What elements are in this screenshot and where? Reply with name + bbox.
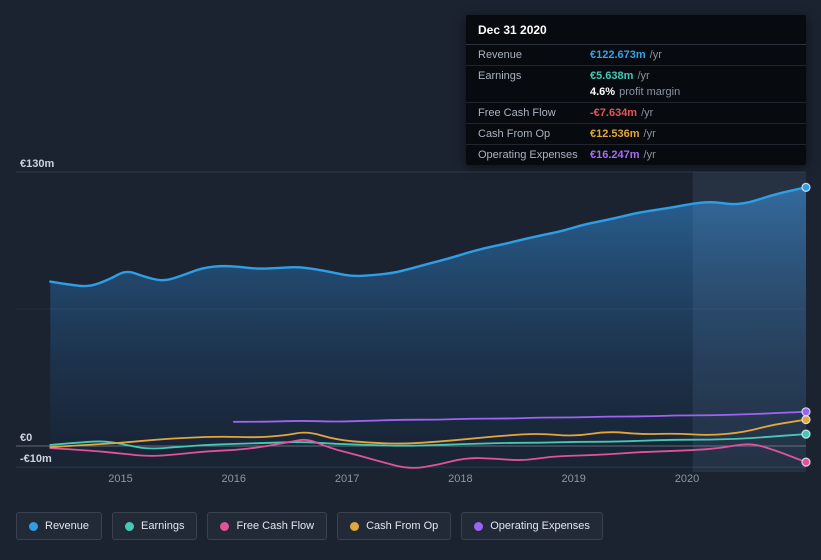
tooltip-label: Earnings	[478, 70, 522, 82]
tooltip-value: €16.247m	[590, 149, 640, 161]
revenue-color-dot	[29, 521, 38, 531]
tooltip-date: Dec 31 2020	[466, 15, 806, 45]
legend-label: Free Cash Flow	[236, 520, 315, 532]
tooltip-row-revenue: Revenue €122.673m /yr	[466, 45, 806, 65]
tooltip-row-operating-expenses: Operating Expenses €16.247m /yr	[466, 144, 806, 165]
tooltip-row-profit-margin: 4.6% profit margin	[466, 86, 806, 102]
tooltip-label: Free Cash Flow	[478, 107, 556, 119]
free-cash-flow-color-dot	[220, 521, 230, 531]
tooltip-unit: /yr	[649, 49, 662, 61]
timeseries-chart[interactable]: €130m €0 -€10m 2015 2016 2017 2018 2019 2020	[0, 150, 821, 495]
tooltip-value: €12.536m	[590, 128, 640, 140]
svg-text:€0: €0	[20, 432, 32, 444]
legend-item-operating-expenses[interactable]: Operating Expenses	[461, 512, 603, 540]
tooltip-unit: /yr	[637, 70, 650, 82]
earnings-color-dot	[125, 521, 135, 531]
tooltip-value: -€7.634m	[590, 107, 638, 119]
legend-label: Earnings	[141, 520, 185, 532]
svg-text:2019: 2019	[561, 473, 585, 485]
tooltip-label: Cash From Op	[478, 128, 551, 140]
tooltip-unit: /yr	[643, 149, 656, 161]
chart-area[interactable]: €130m €0 -€10m 2015 2016 2017 2018 2019 2020	[0, 150, 821, 495]
svg-text:2020: 2020	[675, 473, 699, 485]
svg-text:€130m: €130m	[20, 158, 54, 170]
tooltip-unit: /yr	[643, 128, 656, 140]
operating-expenses-color-dot	[474, 521, 484, 531]
tooltip-unit: /yr	[641, 107, 654, 119]
legend-label: Cash From Op	[366, 520, 439, 532]
tooltip-row-earnings: Earnings €5.638m /yr	[466, 65, 806, 86]
svg-text:2015: 2015	[108, 473, 132, 485]
legend-item-cash-from-op[interactable]: Cash From Op	[337, 512, 452, 540]
cash-from-op-color-dot	[350, 521, 360, 531]
tooltip-row-cash-from-op: Cash From Op €12.536m /yr	[466, 123, 806, 144]
svg-text:-€10m: -€10m	[20, 453, 52, 465]
legend-label: Operating Expenses	[490, 520, 590, 532]
legend-item-free-cash-flow[interactable]: Free Cash Flow	[207, 512, 328, 540]
svg-text:2018: 2018	[448, 473, 472, 485]
tooltip-value: €122.673m	[590, 49, 646, 61]
tooltip-label: Revenue	[478, 49, 523, 61]
tooltip-value: 4.6%	[590, 86, 616, 98]
chart-tooltip: Dec 31 2020 Revenue €122.673m /yr Earnin…	[466, 15, 806, 165]
svg-text:2017: 2017	[335, 473, 359, 485]
tooltip-row-free-cash-flow: Free Cash Flow -€7.634m /yr	[466, 102, 806, 123]
svg-text:2016: 2016	[222, 473, 246, 485]
tooltip-unit: profit margin	[619, 86, 681, 98]
legend-label: Revenue	[45, 520, 90, 532]
legend-item-earnings[interactable]: Earnings	[112, 512, 198, 540]
legend: Revenue Earnings Free Cash Flow Cash Fro…	[16, 512, 603, 540]
legend-item-revenue[interactable]: Revenue	[16, 512, 103, 540]
tooltip-value: €5.638m	[590, 70, 634, 82]
tooltip-label: Operating Expenses	[478, 149, 578, 161]
